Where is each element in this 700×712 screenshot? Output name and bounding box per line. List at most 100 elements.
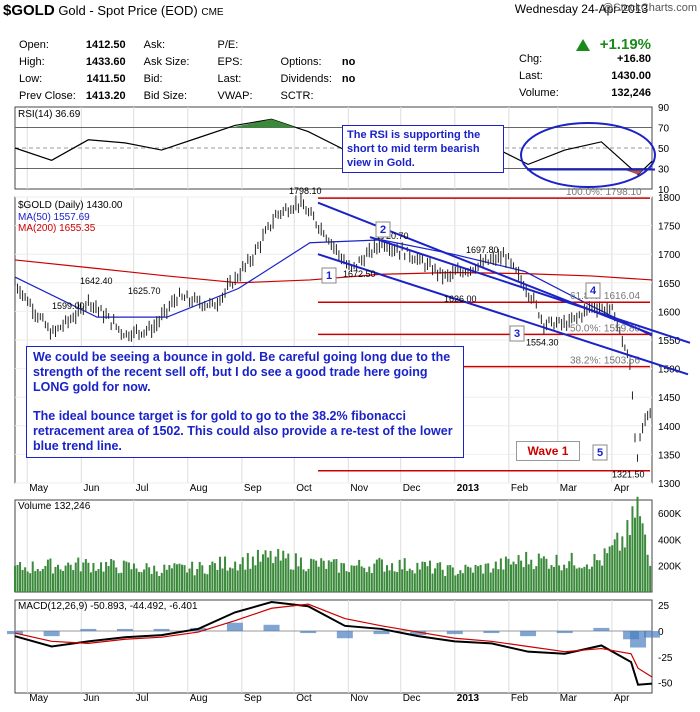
volume-bar xyxy=(507,558,510,592)
volume-bar xyxy=(365,572,368,592)
volume-bar xyxy=(94,570,97,592)
volume-bar xyxy=(626,520,629,592)
volume-bar xyxy=(130,569,133,592)
analysis-note: We could be seeing a bounce in gold. Be … xyxy=(26,346,464,458)
price-point-label: 1697.80 xyxy=(466,245,499,255)
volume-bar xyxy=(62,570,65,592)
volume-bar xyxy=(186,572,189,592)
volume-bar xyxy=(49,558,52,592)
volume-bar xyxy=(593,554,596,592)
volume-bar xyxy=(537,553,540,592)
volume-bar xyxy=(426,566,429,592)
volume-bar xyxy=(403,558,406,592)
volume-bar xyxy=(472,572,475,592)
volume-bar xyxy=(203,573,206,592)
volume-bar xyxy=(196,568,199,592)
x-tick-label: 2013 xyxy=(457,693,480,704)
x-tick-label: Dec xyxy=(403,693,421,704)
volume-bar xyxy=(241,557,244,592)
volume-bar xyxy=(79,571,82,592)
fib-label: 50.0%: 1559.80 xyxy=(570,323,640,334)
volume-bar xyxy=(236,570,239,592)
x-tick-label: Oct xyxy=(296,693,312,704)
volume-bar xyxy=(307,568,310,592)
volume-bar xyxy=(59,569,62,592)
volume-bar xyxy=(64,565,67,592)
chart-date: Wednesday 24-Apr-2013 xyxy=(514,2,648,16)
quote-label: Last: xyxy=(217,72,242,85)
wave-number-4: 4 xyxy=(590,285,597,297)
volume-bar xyxy=(408,568,411,592)
volume-bar xyxy=(517,555,520,592)
macd-histogram-bar xyxy=(300,631,317,634)
lower-trend-line xyxy=(317,253,689,376)
quote-row: Open: 1412.50 Ask: P/E: xyxy=(15,36,369,53)
volume-bar xyxy=(332,559,335,592)
macd-histogram-bar xyxy=(373,631,390,635)
volume-bar xyxy=(100,562,103,592)
volume-bar xyxy=(201,565,204,592)
price-point-label: 1554.30 xyxy=(526,338,559,348)
quote-label: Prev Close: xyxy=(19,89,76,102)
volume-bar xyxy=(67,562,70,592)
volume-bar xyxy=(570,552,573,592)
volume-bar xyxy=(294,553,297,592)
volume-bar xyxy=(418,569,421,592)
macd-histogram-bar xyxy=(80,628,97,631)
macd-histogram-bar xyxy=(153,628,170,631)
wave-box xyxy=(592,444,608,461)
rsi-label: RSI(14) 36.69 xyxy=(18,109,81,120)
chg-value: +16.80 xyxy=(617,53,651,65)
volume-bar xyxy=(160,572,163,592)
volume-bar xyxy=(112,560,115,592)
volume-bar xyxy=(163,564,166,592)
x-tick-label: Jul xyxy=(136,483,149,494)
volume-bar xyxy=(560,570,563,592)
volume-bar xyxy=(601,565,604,592)
rsi-y-tick: 30 xyxy=(658,165,670,176)
volume-bar xyxy=(451,567,454,592)
volume-bar xyxy=(297,566,300,592)
volume-bar xyxy=(16,564,19,592)
volume-bar xyxy=(353,565,356,592)
volume-bar xyxy=(360,566,363,592)
volume-bar xyxy=(520,560,523,592)
macd-histogram-bar xyxy=(43,631,60,637)
price-y-tick: 1650 xyxy=(658,279,681,290)
volume-bar xyxy=(590,566,593,592)
volume-bar xyxy=(246,553,249,592)
volume-bar xyxy=(401,569,404,592)
volume-bar xyxy=(153,565,156,592)
volume-bar xyxy=(34,571,37,592)
x-tick-label: Aug xyxy=(190,483,208,494)
volume-label: Volume: xyxy=(519,87,559,99)
volume-bar xyxy=(54,566,57,592)
chg-label: Chg: xyxy=(519,53,543,65)
volume-bar xyxy=(175,564,178,592)
volume-bar xyxy=(583,566,586,592)
volume-bar xyxy=(350,565,353,592)
volume-bar xyxy=(340,562,343,592)
volume-bar xyxy=(188,568,191,592)
volume-bar xyxy=(206,574,209,592)
volume-bar xyxy=(383,571,386,592)
rsi-highlight-ellipse xyxy=(520,122,656,188)
volume-bar xyxy=(406,570,409,592)
quote-label: Bid Size: xyxy=(143,89,188,102)
volume-bar xyxy=(342,563,345,592)
volume-bar xyxy=(181,564,184,592)
volume-bar xyxy=(264,550,267,592)
volume-bar xyxy=(44,565,47,592)
volume-bar xyxy=(170,568,173,592)
quote-label: Low: xyxy=(19,72,43,85)
volume-bar xyxy=(261,554,264,592)
x-tick-label: Apr xyxy=(614,483,630,494)
volume-bar xyxy=(292,569,295,592)
volume-value: 132,246 xyxy=(611,87,651,99)
volume-bar xyxy=(234,561,237,592)
volume-bar xyxy=(553,566,556,592)
volume-bar xyxy=(479,564,482,592)
macd-histogram-bar xyxy=(644,631,660,638)
volume-bar xyxy=(39,571,42,592)
